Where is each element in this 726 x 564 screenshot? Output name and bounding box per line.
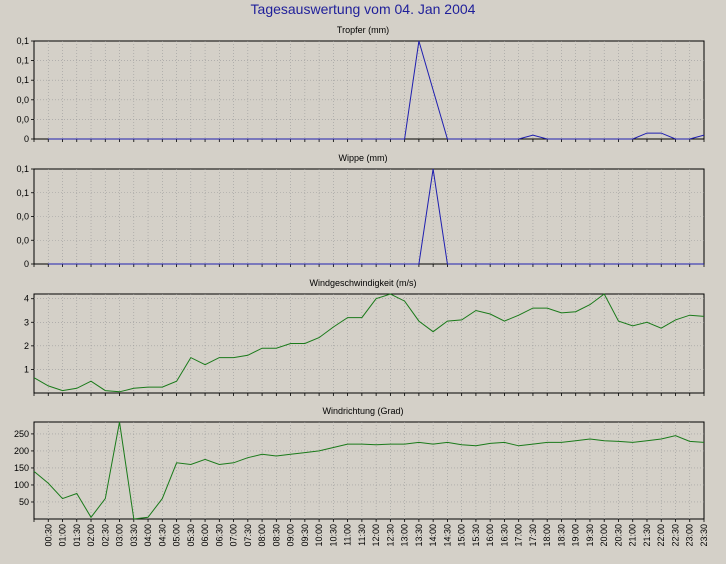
- x-tick-label: 07:00: [229, 524, 239, 547]
- plot-frame: [33, 40, 705, 140]
- y-tick-label: 250: [14, 429, 29, 439]
- x-tick-label: 03:00: [115, 524, 125, 547]
- x-tick-label: 14:00: [428, 524, 438, 547]
- plot-frame: [33, 293, 705, 394]
- x-tick-label: 12:00: [371, 524, 381, 547]
- x-tick-label: 16:00: [485, 524, 495, 547]
- x-tick-label: 08:30: [271, 524, 281, 547]
- y-tick-label: 0,1: [16, 56, 29, 66]
- x-tick-label: 20:30: [614, 524, 624, 547]
- plot-frame: [33, 421, 705, 520]
- y-tick-label: 50: [19, 497, 29, 507]
- y-tick-label: 2: [24, 341, 29, 351]
- y-tick-label: 100: [14, 480, 29, 490]
- x-tick-label: 08:00: [257, 524, 267, 547]
- x-tick-label: 04:30: [157, 524, 167, 547]
- x-tick-label: 04:00: [143, 524, 153, 547]
- x-tick-label: 14:30: [442, 524, 452, 547]
- x-tick-label: 17:00: [514, 524, 524, 547]
- x-tick-label: 11:00: [343, 524, 353, 546]
- x-tick-label: 18:00: [542, 524, 552, 547]
- y-tick-label: 0,0: [16, 95, 29, 105]
- y-tick-label: 0: [24, 259, 29, 269]
- x-tick-label: 02:00: [86, 524, 96, 547]
- series-line: [33, 421, 705, 520]
- x-tick-label: 13:00: [400, 524, 410, 547]
- x-tick-label: 22:30: [671, 524, 681, 547]
- x-tick-label: 11:30: [357, 524, 367, 546]
- x-tick-label: 09:30: [300, 524, 310, 547]
- x-tick-label: 15:30: [471, 524, 481, 547]
- x-tick-label: 00:30: [43, 524, 53, 547]
- x-tick-label: 05:00: [172, 524, 182, 547]
- x-tick-label: 21:00: [628, 524, 638, 547]
- panel-title: Windgeschwindigkeit (m/s): [309, 278, 416, 288]
- x-tick-label: 02:30: [100, 524, 110, 547]
- x-tick-label: 17:30: [528, 524, 538, 547]
- x-tick-label: 19:00: [571, 524, 581, 547]
- plot-frame: [33, 168, 705, 265]
- x-tick-label: 19:30: [585, 524, 595, 547]
- series-line: [48, 168, 704, 265]
- y-tick-label: 0,1: [16, 36, 29, 46]
- series-line: [33, 293, 705, 393]
- y-tick-label: 1: [24, 364, 29, 374]
- y-tick-label: 200: [14, 446, 29, 456]
- x-tick-label: 06:00: [200, 524, 210, 547]
- x-tick-label: 12:30: [385, 524, 395, 547]
- x-tick-label: 01:00: [58, 524, 68, 547]
- x-tick-label: 21:30: [642, 524, 652, 547]
- y-tick-label: 4: [24, 294, 29, 304]
- x-tick-label: 20:00: [599, 524, 609, 547]
- series-line: [48, 40, 705, 140]
- x-tick-label: 06:30: [214, 524, 224, 547]
- y-tick-label: 0,0: [16, 114, 29, 124]
- y-tick-label: 0,0: [16, 212, 29, 222]
- y-tick-label: 150: [14, 463, 29, 473]
- x-tick-label: 18:30: [556, 524, 566, 547]
- x-tick-label: 22:00: [656, 524, 666, 547]
- x-tick-label: 01:30: [72, 524, 82, 547]
- y-tick-label: 0,1: [16, 75, 29, 85]
- x-tick-label: 23:00: [685, 524, 695, 547]
- x-tick-label: 15:00: [457, 524, 467, 547]
- x-tick-label: 03:30: [129, 524, 139, 547]
- x-tick-label: 05:30: [186, 524, 196, 547]
- x-tick-label: 07:30: [243, 524, 253, 547]
- y-tick-label: 0,0: [16, 235, 29, 245]
- panel-title: Windrichtung (Grad): [322, 406, 403, 416]
- x-tick-label: 09:00: [286, 524, 296, 547]
- y-tick-label: 3: [24, 317, 29, 327]
- page-title: Tagesauswertung vom 04. Jan 2004: [250, 1, 476, 17]
- y-tick-label: 0,1: [16, 164, 29, 174]
- x-tick-label: 16:30: [499, 524, 509, 547]
- panel-title: Wippe (mm): [339, 153, 388, 163]
- y-tick-label: 0,1: [16, 188, 29, 198]
- x-tick-label: 10:30: [328, 524, 338, 547]
- y-tick-label: 0: [24, 134, 29, 144]
- x-tick-label: 23:30: [699, 524, 709, 547]
- x-tick-label: 10:00: [314, 524, 324, 547]
- x-tick-label: 13:30: [414, 524, 424, 547]
- panel-title: Tropfer (mm): [337, 25, 389, 35]
